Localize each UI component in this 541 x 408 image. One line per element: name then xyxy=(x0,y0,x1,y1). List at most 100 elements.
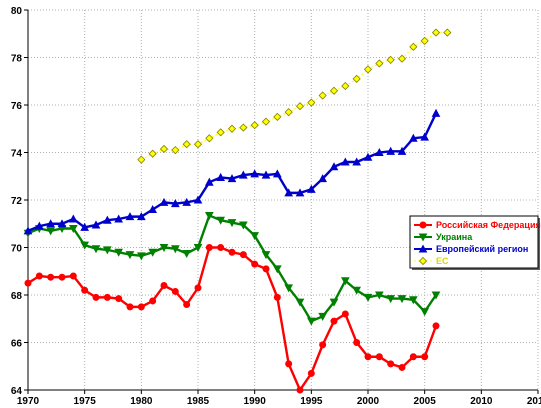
ukraine-point xyxy=(216,216,226,225)
y-tick-label: 80 xyxy=(11,6,23,17)
europe-region-point xyxy=(306,184,316,193)
legend-russia-point xyxy=(419,221,427,229)
series-layer xyxy=(23,28,452,394)
x-tick-label: 2005 xyxy=(414,396,437,407)
russia-point xyxy=(262,265,270,273)
x-tick-label: 2015 xyxy=(527,396,541,407)
europe-region-point xyxy=(23,226,33,235)
russia-point xyxy=(81,286,89,294)
legend-box xyxy=(409,215,539,269)
russia-point xyxy=(171,287,179,295)
eu-point xyxy=(159,144,169,154)
x-tick-label: 1975 xyxy=(74,396,97,407)
eu-point xyxy=(318,91,327,100)
eu-point xyxy=(273,112,282,121)
europe-region-point xyxy=(408,133,418,142)
russia-point xyxy=(35,272,43,280)
eu-point xyxy=(409,42,418,51)
series-eu xyxy=(137,28,452,164)
russia-point xyxy=(160,282,168,289)
ukraine-point xyxy=(204,211,214,220)
eu-point xyxy=(205,134,214,143)
eu-point xyxy=(307,98,316,107)
europe-region-point xyxy=(431,108,441,117)
russia-point xyxy=(194,284,202,292)
europe-region-point xyxy=(272,169,282,178)
ukraine-point xyxy=(272,265,282,274)
russia-point xyxy=(409,353,417,361)
ukraine-point xyxy=(125,251,135,260)
eu-point xyxy=(216,128,225,137)
series-line-ukraine xyxy=(27,213,437,323)
europe-region-point xyxy=(352,157,362,166)
y-tick-label: 70 xyxy=(11,244,23,255)
legend-ukraine-point xyxy=(418,233,428,242)
x-tick-label: 2000 xyxy=(357,396,380,407)
russia-point xyxy=(307,369,315,377)
russia-point xyxy=(228,248,236,256)
europe-region-point xyxy=(238,170,248,179)
y-tick-label: 64 xyxy=(11,386,23,397)
eu-point xyxy=(386,55,395,64)
russia-point xyxy=(126,303,134,311)
grid-lines xyxy=(27,9,539,391)
ukraine-point xyxy=(170,245,180,254)
ukraine-point xyxy=(397,295,407,304)
x-tick-label: 1985 xyxy=(187,396,210,407)
europe-region-point xyxy=(80,222,90,231)
russia-point xyxy=(58,273,66,281)
ukraine-point xyxy=(363,293,373,302)
y-tick-label: 74 xyxy=(11,149,23,160)
y-tick-label: 76 xyxy=(11,101,23,112)
legend-label-europe-region: Европейский регион xyxy=(436,244,528,254)
europe-region-point xyxy=(91,220,101,229)
europe-region-point xyxy=(102,215,112,224)
russia-point xyxy=(398,363,406,371)
europe-region-point xyxy=(374,147,384,156)
ukraine-point xyxy=(193,244,203,253)
russia-point xyxy=(319,341,327,349)
europe-region-point xyxy=(159,197,169,206)
russia-point xyxy=(92,293,100,301)
ukraine-point xyxy=(284,284,294,293)
ukraine-point xyxy=(250,232,260,241)
russia-point xyxy=(375,353,383,361)
russia-point xyxy=(69,272,77,280)
eu-point xyxy=(329,86,339,95)
eu-point xyxy=(443,28,452,37)
x-tick-label: 1990 xyxy=(244,396,267,407)
europe-region-point xyxy=(193,195,203,204)
ukraine-point xyxy=(80,241,90,250)
russia-point xyxy=(217,244,225,251)
russia-point xyxy=(205,244,213,251)
ukraine-point xyxy=(136,252,146,261)
europe-region-point xyxy=(170,199,180,208)
eu-point xyxy=(182,140,191,149)
ukraine-point xyxy=(329,298,339,307)
russia-point xyxy=(421,353,429,361)
ukraine-point xyxy=(306,317,316,326)
russia-point xyxy=(149,297,157,305)
ukraine-point xyxy=(102,246,112,255)
russia-point xyxy=(296,386,304,394)
ukraine-point xyxy=(374,291,384,300)
europe-region-point xyxy=(216,172,226,181)
europe-region-point xyxy=(46,219,56,228)
eu-point xyxy=(352,74,361,83)
russia-point xyxy=(47,273,55,281)
ukraine-point xyxy=(238,221,248,230)
series-line-russia xyxy=(27,246,438,393)
russia-point xyxy=(137,303,145,311)
x-tick-label: 1980 xyxy=(130,396,153,407)
europe-region-point xyxy=(397,146,407,155)
europe-region-point xyxy=(340,157,350,166)
legend: Российская Федерация Украина Европейский р… xyxy=(409,215,541,270)
y-tick-label: 66 xyxy=(11,339,23,350)
ukraine-point xyxy=(318,312,328,321)
europe-region-point xyxy=(363,152,373,161)
europe-region-point xyxy=(227,174,237,183)
eu-point xyxy=(239,123,248,132)
russia-point xyxy=(387,360,395,368)
europe-region-point xyxy=(204,177,214,186)
ukraine-point xyxy=(148,248,158,257)
